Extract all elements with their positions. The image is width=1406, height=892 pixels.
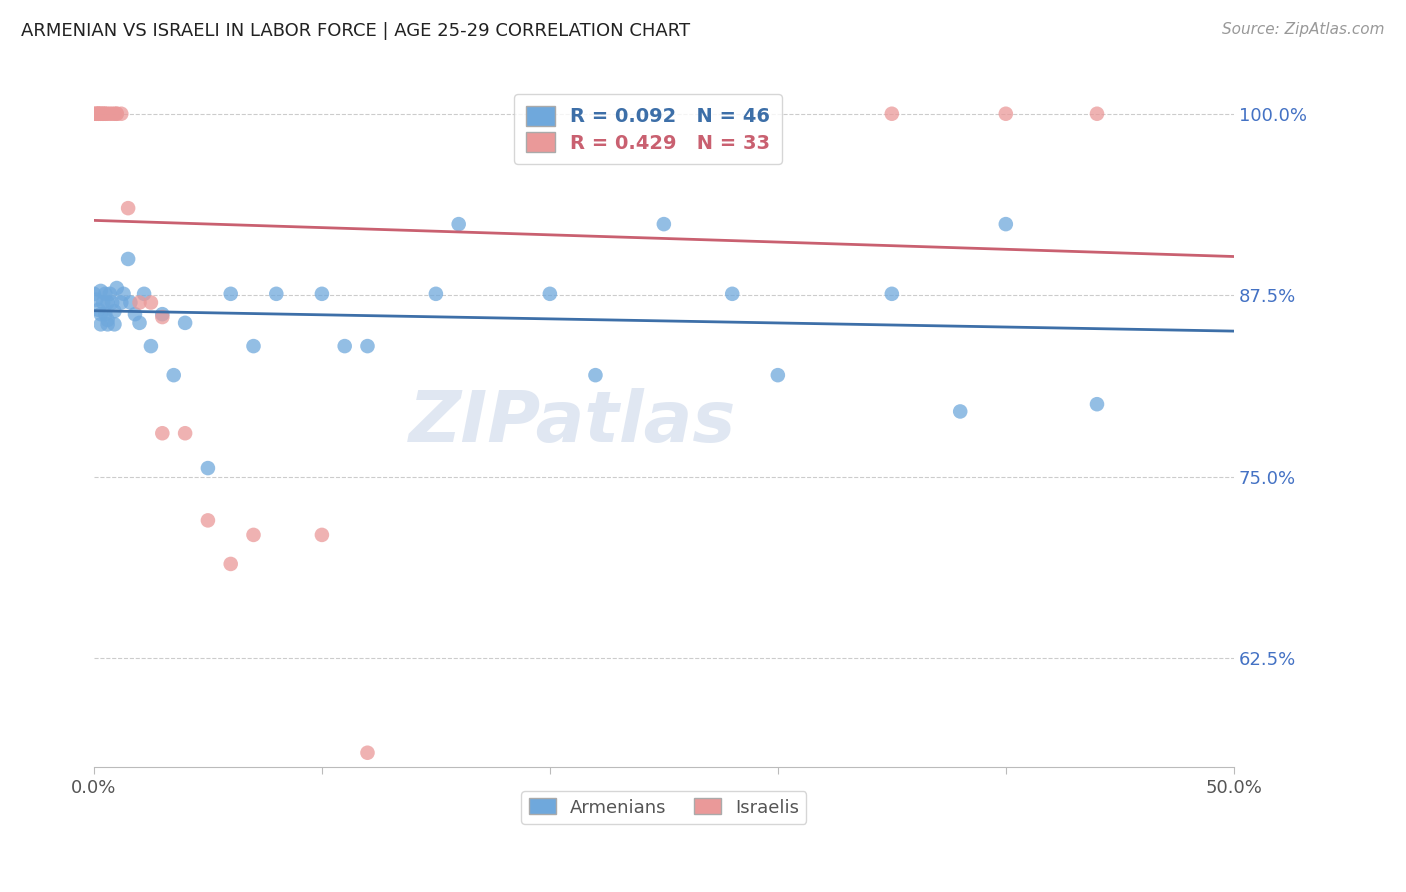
Point	[652, 217, 675, 231]
Point	[97, 313, 120, 327]
Point	[84, 107, 107, 121]
Point	[174, 426, 197, 441]
Point	[90, 307, 112, 321]
Point	[356, 746, 378, 760]
Point	[97, 107, 120, 121]
Point	[101, 295, 124, 310]
Text: ARMENIAN VS ISRAELI IN LABOR FORCE | AGE 25-29 CORRELATION CHART: ARMENIAN VS ISRAELI IN LABOR FORCE | AGE…	[21, 22, 690, 40]
Text: ZIPatlas: ZIPatlas	[409, 388, 737, 457]
Point	[242, 339, 264, 353]
Point	[105, 107, 128, 121]
Point	[150, 426, 173, 441]
Point	[356, 339, 378, 353]
Point	[91, 107, 114, 121]
Point	[447, 217, 470, 231]
Point	[197, 461, 219, 475]
Point	[103, 304, 125, 318]
Point	[266, 286, 288, 301]
Point	[994, 107, 1017, 121]
Point	[84, 293, 107, 307]
Point	[110, 295, 132, 310]
Point	[1085, 397, 1108, 411]
Legend: Armenians, Israelis: Armenians, Israelis	[522, 791, 807, 824]
Point	[87, 302, 110, 317]
Point	[98, 286, 121, 301]
Point	[90, 107, 112, 121]
Point	[242, 528, 264, 542]
Point	[117, 252, 139, 266]
Point	[90, 284, 112, 298]
Point	[110, 107, 132, 121]
Point	[97, 295, 120, 310]
Point	[90, 318, 112, 332]
Point	[84, 107, 107, 121]
Point	[139, 295, 162, 310]
Point	[139, 339, 162, 353]
Point	[311, 528, 333, 542]
Point	[91, 295, 114, 310]
Point	[219, 286, 242, 301]
Point	[87, 107, 110, 121]
Point	[112, 286, 135, 301]
Point	[128, 316, 150, 330]
Point	[425, 286, 447, 301]
Point	[766, 368, 789, 383]
Point	[994, 217, 1017, 231]
Text: Source: ZipAtlas.com: Source: ZipAtlas.com	[1222, 22, 1385, 37]
Point	[721, 286, 744, 301]
Point	[90, 107, 112, 121]
Point	[538, 286, 561, 301]
Point	[87, 107, 110, 121]
Point	[87, 107, 110, 121]
Point	[83, 286, 105, 301]
Point	[197, 513, 219, 527]
Point	[97, 318, 120, 332]
Point	[1085, 107, 1108, 121]
Point	[94, 107, 117, 121]
Point	[333, 339, 356, 353]
Point	[120, 295, 142, 310]
Point	[117, 201, 139, 215]
Point	[103, 107, 125, 121]
Point	[128, 295, 150, 310]
Point	[94, 307, 117, 321]
Point	[880, 107, 903, 121]
Point	[91, 107, 114, 121]
Point	[174, 316, 197, 330]
Point	[105, 281, 128, 295]
Point	[94, 286, 117, 301]
Point	[585, 368, 607, 383]
Point	[219, 557, 242, 571]
Point	[163, 368, 186, 383]
Point	[94, 107, 117, 121]
Point	[103, 318, 125, 332]
Point	[311, 286, 333, 301]
Point	[150, 310, 173, 324]
Point	[124, 307, 146, 321]
Point	[880, 286, 903, 301]
Point	[132, 286, 155, 301]
Point	[949, 404, 972, 418]
Point	[105, 107, 128, 121]
Point	[101, 107, 124, 121]
Point	[83, 107, 105, 121]
Point	[150, 307, 173, 321]
Point	[98, 107, 121, 121]
